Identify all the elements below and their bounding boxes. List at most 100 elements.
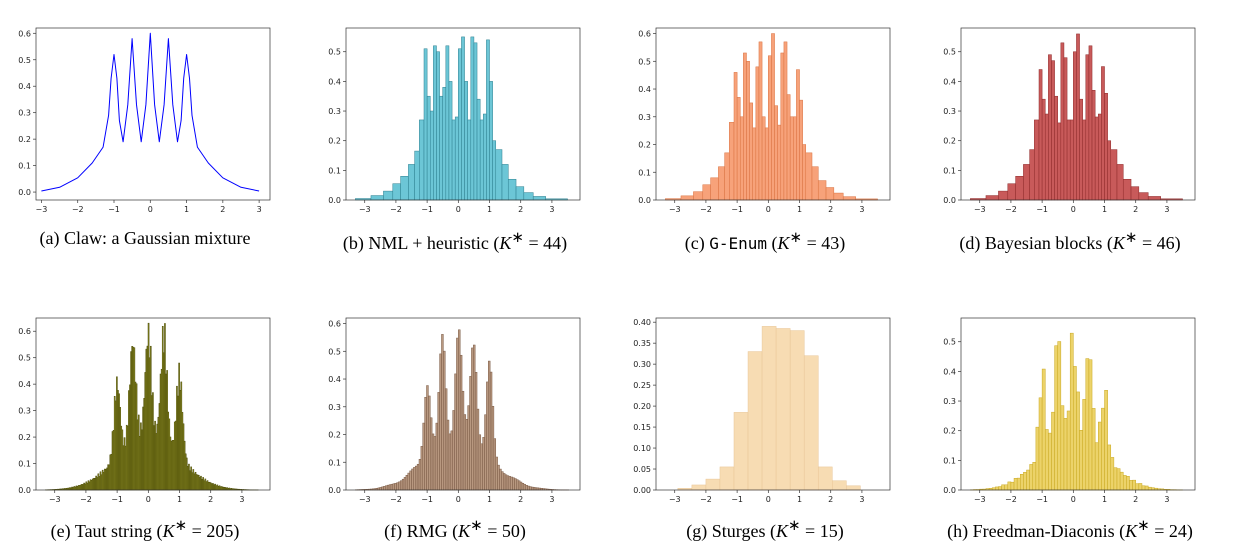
histogram-bar	[413, 467, 415, 490]
y-tick-label: 0.30	[633, 360, 651, 369]
y-tick-label: 0.0	[328, 486, 341, 495]
histogram-bar	[446, 46, 449, 200]
histogram-bar	[468, 120, 471, 200]
histogram-bar	[398, 482, 400, 490]
histogram-bar	[427, 96, 430, 200]
x-tick-label: 2	[1133, 205, 1138, 214]
y-tick-label: 0.3	[328, 403, 341, 412]
x-tick-label: 0	[1071, 495, 1076, 504]
caption-kstar-value: 50	[502, 521, 520, 541]
histogram-bar	[477, 409, 479, 490]
histogram-bar	[1014, 478, 1017, 490]
histogram-bar	[449, 434, 451, 490]
y-tick-label: 0.1	[328, 458, 341, 467]
histogram-bar	[483, 114, 486, 200]
histogram-bar	[408, 473, 410, 490]
x-tick-label: −3	[669, 495, 681, 504]
histogram-bar	[804, 356, 818, 490]
histogram-bar	[1076, 392, 1079, 490]
histogram-bar	[511, 477, 513, 490]
histogram-bar	[832, 481, 846, 490]
histogram-bar	[1034, 120, 1039, 200]
histogram-bar	[1027, 470, 1030, 490]
x-tick-label: −2	[390, 495, 402, 504]
histogram-bar	[514, 479, 516, 490]
histogram-bar	[509, 476, 511, 490]
histogram-bar	[1095, 443, 1098, 490]
histogram-bar	[1023, 472, 1026, 490]
histogram-bar	[1105, 390, 1108, 490]
histogram-bar	[432, 434, 434, 490]
histogram-bar	[1070, 120, 1073, 200]
histogram-bar	[401, 176, 409, 200]
histogram-bar	[417, 464, 419, 490]
histogram-bar	[1117, 164, 1123, 200]
histogram-bar	[1117, 469, 1120, 490]
histogram-bar	[1139, 483, 1142, 490]
x-tick-label: −2	[1005, 495, 1017, 504]
histogram-bar	[520, 482, 522, 490]
y-tick-label: 0.3	[943, 397, 956, 406]
histogram-bar	[1136, 484, 1139, 490]
chart-caption: (a) Claw: a Gaussian mixture	[0, 228, 290, 249]
histogram-bar	[1005, 485, 1008, 490]
y-tick-label: 0.4	[328, 77, 341, 86]
x-tick-label: −3	[974, 205, 986, 214]
histogram-bar	[475, 372, 477, 490]
histogram-bar	[458, 330, 460, 490]
histogram-bar	[449, 81, 452, 200]
histogram-bar	[389, 485, 391, 490]
x-tick-label: 0	[146, 495, 151, 504]
histogram-bar	[1011, 482, 1014, 490]
histogram-bar	[426, 386, 428, 490]
histogram-bar	[1008, 482, 1011, 490]
y-tick-label: 0.6	[638, 30, 651, 39]
histogram-bar	[412, 469, 414, 490]
histogram-bar	[393, 484, 395, 490]
caption-kstar: K∗ =	[776, 521, 820, 541]
histogram-bar	[1030, 464, 1033, 490]
y-tick-label: 0.15	[633, 423, 651, 432]
histogram-bar	[1131, 187, 1139, 200]
histogram-bar	[1055, 346, 1058, 490]
y-tick-label: 0.1	[18, 162, 31, 171]
histogram-bar	[419, 120, 424, 200]
histogram-bar	[524, 484, 526, 490]
histogram-bar	[393, 184, 401, 200]
x-tick-label: 2	[828, 495, 833, 504]
y-tick-label: 0.6	[18, 29, 31, 38]
y-tick-label: 0.5	[18, 56, 31, 65]
y-tick-label: 0.3	[18, 109, 31, 118]
caption-paren: )	[1187, 521, 1193, 541]
histogram-bar	[470, 376, 472, 490]
histogram-bar	[762, 117, 765, 200]
histogram-bar	[737, 97, 740, 200]
histogram-bar	[1017, 478, 1020, 490]
histogram-bar	[843, 197, 855, 200]
histogram-bar	[748, 352, 762, 490]
histogram-bar	[1058, 123, 1061, 200]
histogram-bar	[776, 328, 790, 490]
caption-paren: )	[838, 521, 844, 541]
histogram-bar	[430, 418, 432, 490]
histogram-bar	[1101, 67, 1104, 200]
x-tick-label: 3	[1164, 205, 1169, 214]
y-tick-label: 0.5	[943, 48, 956, 57]
histogram-bar	[711, 178, 719, 200]
histogram-bar	[793, 117, 796, 200]
histogram-bar	[826, 188, 834, 200]
x-tick-label: −2	[390, 205, 402, 214]
histogram-bar	[1058, 342, 1061, 490]
histogram-bar	[410, 471, 412, 490]
histogram-bar	[505, 475, 507, 490]
histogram-bar	[524, 193, 533, 200]
histogram-bar	[1042, 99, 1045, 200]
histogram-bar	[486, 382, 488, 490]
histogram-bar	[790, 331, 804, 490]
histogram-bar	[790, 117, 793, 200]
y-tick-label: 0.1	[943, 456, 956, 465]
x-tick-label: −1	[731, 495, 743, 504]
y-tick-label: 0.1	[638, 168, 651, 177]
